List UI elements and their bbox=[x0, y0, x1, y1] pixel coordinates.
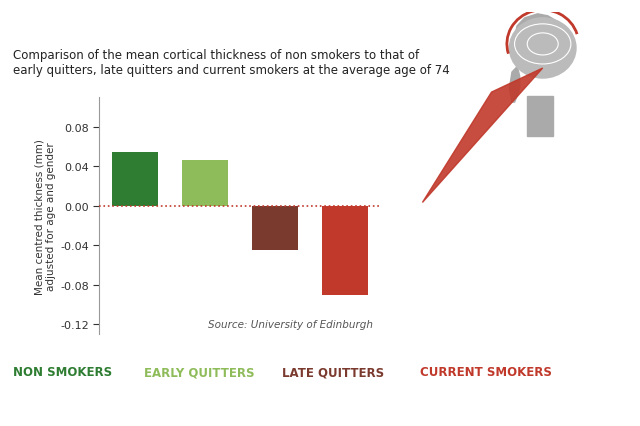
Text: LATE QUITTERS: LATE QUITTERS bbox=[282, 366, 385, 378]
Bar bbox=[182, 161, 228, 206]
Polygon shape bbox=[509, 15, 563, 103]
Polygon shape bbox=[422, 69, 543, 203]
Bar bbox=[252, 206, 298, 250]
Bar bbox=[323, 206, 368, 295]
Text: Source: University of Edinburgh: Source: University of Edinburgh bbox=[209, 320, 373, 330]
Text: CURRENT SMOKERS: CURRENT SMOKERS bbox=[420, 366, 552, 378]
Text: Comparison of the mean cortical thickness of non smokers to that of
early quitte: Comparison of the mean cortical thicknes… bbox=[13, 49, 449, 77]
Text: The outer layer of
the brain, or cerebral
cortex, plays a role in
language, awar: The outer layer of the brain, or cerebra… bbox=[410, 218, 544, 304]
Y-axis label: Mean centred thickness (mm)
adjusted for age and gender: Mean centred thickness (mm) adjusted for… bbox=[35, 138, 56, 294]
Text: Smoking speeds up brain ageing: Smoking speeds up brain ageing bbox=[9, 13, 316, 32]
Bar bbox=[527, 97, 553, 137]
Text: NON SMOKERS: NON SMOKERS bbox=[13, 366, 112, 378]
Ellipse shape bbox=[509, 19, 576, 79]
Text: EARLY QUITTERS: EARLY QUITTERS bbox=[145, 366, 255, 378]
Bar bbox=[112, 152, 157, 206]
